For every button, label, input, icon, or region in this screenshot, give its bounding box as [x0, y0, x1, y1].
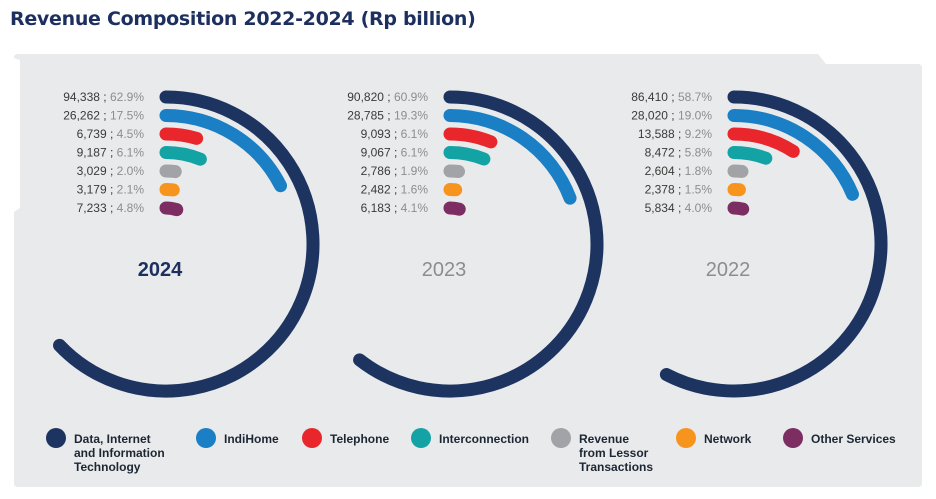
- data-label-2024-network: 3,179 ; 2.1%: [77, 183, 145, 197]
- legend-swatch: [551, 428, 571, 448]
- legend-label: Other Services: [811, 428, 896, 446]
- legend-label-line: Revenue: [579, 432, 630, 446]
- arc-2024-lessor: [159, 164, 182, 179]
- year-label-2023: 2023: [422, 259, 467, 281]
- data-label-2022-lessor: 2,604 ; 1.8%: [645, 164, 713, 178]
- legend-label-line: IndiHome: [224, 432, 279, 446]
- arc-2022-indihome: [727, 109, 859, 201]
- legend-label-line: Network: [704, 432, 752, 446]
- legend-label-line: Data, Internet: [74, 432, 151, 446]
- data-label-2022-interconnection: 8,472 ; 5.8%: [645, 146, 713, 160]
- data-label-2023-telephone: 9,093 ; 6.1%: [361, 127, 429, 141]
- data-label-2023-indihome: 28,785 ; 19.3%: [347, 109, 428, 123]
- arc-2024-data: [53, 90, 320, 398]
- legend-label-line: from Lessor: [579, 446, 649, 460]
- arc-2022-telephone: [727, 127, 800, 158]
- legend-label: Revenue from Lessor Transactions: [579, 428, 653, 474]
- legend-label: Telephone: [330, 428, 389, 446]
- year-label-2022: 2022: [706, 259, 751, 281]
- legend-label-line: Other Services: [811, 432, 896, 446]
- data-label-2023-network: 2,482 ; 1.6%: [361, 183, 429, 197]
- legend-item-interconnection: Interconnection: [411, 428, 529, 448]
- arc-2022-other: [727, 201, 750, 216]
- data-label-2024-indihome: 26,262 ; 17.5%: [63, 109, 144, 123]
- data-label-2023-lessor: 2,786 ; 1.9%: [361, 164, 429, 178]
- data-label-2023-data: 90,820 ; 60.9%: [347, 90, 428, 104]
- chart-title: Revenue Composition 2022-2024 (Rp billio…: [10, 8, 476, 30]
- arc-2023-interconnection: [443, 146, 491, 166]
- legend-label-line: Transactions: [579, 460, 654, 474]
- data-label-2022-telephone: 13,588 ; 9.2%: [638, 127, 712, 141]
- data-label-2023-interconnection: 9,067 ; 6.1%: [361, 146, 429, 160]
- data-label-2023-other: 6,183 ; 4.1%: [361, 201, 429, 215]
- data-label-2022-network: 2,378 ; 1.5%: [645, 183, 713, 197]
- data-label-2024-interconnection: 9,187 ; 6.1%: [77, 146, 145, 160]
- arc-2024-interconnection: [159, 146, 207, 166]
- data-label-2024-lessor: 3,029 ; 2.0%: [77, 164, 145, 178]
- legend-swatch: [783, 428, 803, 448]
- chart-background: [14, 54, 922, 487]
- data-label-2024-data: 94,338 ; 62.9%: [63, 90, 144, 104]
- legend-label-line: and Information: [74, 446, 165, 460]
- arc-2022-data: [659, 90, 888, 398]
- legend-label: IndiHome: [224, 428, 279, 446]
- arc-2024-telephone: [159, 127, 204, 145]
- arc-2023-indihome: [443, 109, 577, 205]
- data-label-2022-indihome: 28,020 ; 19.0%: [631, 109, 712, 123]
- arc-2023-other: [443, 201, 466, 216]
- legend-swatch: [302, 428, 322, 448]
- year-label-2024: 2024: [138, 259, 183, 281]
- arc-2024-other: [159, 201, 184, 217]
- legend-label: Interconnection: [439, 428, 529, 446]
- legend-label-line: Telephone: [330, 432, 390, 446]
- data-label-2022-other: 5,834 ; 4.0%: [645, 201, 713, 215]
- arc-2023-telephone: [443, 127, 498, 149]
- data-label-2022-data: 86,410 ; 58.7%: [631, 90, 712, 104]
- arc-2023-data: [353, 90, 604, 398]
- legend-label: Data, Internet and Information Technology: [74, 428, 165, 474]
- legend-swatch: [196, 428, 216, 448]
- legend-item-indihome: IndiHome: [196, 428, 279, 448]
- legend-item-network: Network: [676, 428, 751, 448]
- legend-label-line: Interconnection: [439, 432, 530, 446]
- legend-label-line: Technology: [74, 460, 141, 474]
- data-label-2024-telephone: 6,739 ; 4.5%: [77, 127, 145, 141]
- legend-swatch: [46, 428, 66, 448]
- legend-item-data: Data, Internet and Information Technology: [46, 428, 165, 474]
- arc-2023-lessor: [443, 164, 465, 178]
- legend-item-telephone: Telephone: [302, 428, 389, 448]
- arc-2022-interconnection: [727, 146, 773, 165]
- arc-2024-indihome: [159, 109, 288, 193]
- legend-swatch: [411, 428, 431, 448]
- legend-item-other: Other Services: [783, 428, 896, 448]
- legend-swatch: [676, 428, 696, 448]
- data-label-2024-other: 7,233 ; 4.8%: [77, 201, 145, 215]
- legend-item-lessor: Revenue from Lessor Transactions: [551, 428, 653, 474]
- legend-label: Network: [704, 428, 751, 446]
